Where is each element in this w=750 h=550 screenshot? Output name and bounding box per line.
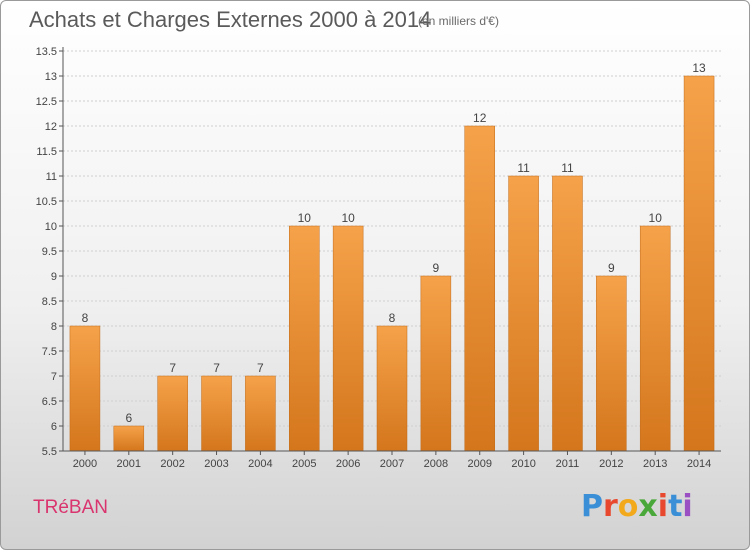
data-label: 11 xyxy=(561,161,574,175)
x-tick-label: 2006 xyxy=(336,458,360,470)
y-tick-label: 7.5 xyxy=(42,346,57,358)
y-tick-label: 12.5 xyxy=(36,96,57,108)
x-tick-label: 2005 xyxy=(292,458,316,470)
x-tick-label: 2003 xyxy=(204,458,228,470)
bars xyxy=(69,75,715,452)
y-tick-label: 11.5 xyxy=(36,146,57,158)
x-tick-label: 2012 xyxy=(599,458,623,470)
x-tick-label: 2001 xyxy=(117,458,141,470)
y-tick-label: 11 xyxy=(46,171,57,183)
y-tick-label: 5.5 xyxy=(42,446,57,458)
bar-2003 xyxy=(201,375,232,452)
data-label: 10 xyxy=(649,211,663,225)
chart-title: Achats et Charges Externes 2000 à 2014 xyxy=(29,7,432,32)
y-tick-label: 10.5 xyxy=(36,196,57,208)
logo-letter: i xyxy=(682,489,693,524)
bar-2011 xyxy=(552,175,583,452)
bar-2013 xyxy=(639,225,671,452)
bar-2001 xyxy=(113,425,145,452)
x-tick-label: 2013 xyxy=(643,458,667,470)
y-tick-label: 8 xyxy=(51,321,57,333)
bar-2002 xyxy=(157,375,188,452)
data-label: 12 xyxy=(473,111,487,125)
y-tick-label: 6.5 xyxy=(42,396,57,408)
y-tick-label: 8.5 xyxy=(42,296,57,308)
bar-2009 xyxy=(464,125,495,452)
data-label: 11 xyxy=(517,161,530,175)
data-label: 13 xyxy=(692,61,706,75)
data-label: 8 xyxy=(82,311,89,325)
x-tick-label: 2000 xyxy=(73,458,97,470)
x-tick-label: 2004 xyxy=(248,458,272,470)
x-tick-label: 2002 xyxy=(160,458,184,470)
logo-letter: t xyxy=(668,489,683,524)
logo-letter: P xyxy=(581,489,603,524)
x-tick-label: 2011 xyxy=(556,458,580,470)
data-label: 8 xyxy=(389,311,396,325)
logo-letter: o xyxy=(617,489,639,524)
data-label: 10 xyxy=(341,211,355,225)
y-tick-label: 9 xyxy=(51,271,57,283)
x-tick-label: 2007 xyxy=(380,458,404,470)
bar-2012 xyxy=(596,275,627,452)
logo-letter: x xyxy=(638,489,658,524)
axes xyxy=(59,47,721,455)
y-tick-label: 6 xyxy=(51,421,57,433)
y-tick-label: 12 xyxy=(45,121,57,133)
bar-2006 xyxy=(332,225,364,452)
logo-letter: r xyxy=(603,489,618,524)
data-label: 10 xyxy=(298,211,312,225)
chart-unit: (en milliers d'€) xyxy=(418,14,499,28)
data-label: 6 xyxy=(125,411,132,425)
y-tick-label: 13.5 xyxy=(36,46,57,58)
data-label: 9 xyxy=(608,261,615,275)
x-tick-label: 2014 xyxy=(687,458,711,470)
logo-letter: i xyxy=(657,489,669,524)
y-tick-label: 10 xyxy=(45,221,57,233)
bar-2000 xyxy=(69,325,101,452)
bar-2005 xyxy=(289,225,320,452)
data-label: 7 xyxy=(213,361,220,375)
bar-2010 xyxy=(508,175,539,452)
x-tick-label: 2009 xyxy=(467,458,491,470)
bar-2008 xyxy=(420,275,452,452)
town-name: TRéBAN xyxy=(33,497,108,518)
labels: 5.5 6 6.5 7 7.5 8 8.5 9 9.5 10 10.5 11 11.5 12 12.5 13 1… xyxy=(36,46,712,470)
proxiti-logo: Proxiti xyxy=(581,489,693,524)
data-label: 7 xyxy=(257,361,264,375)
y-tick-label: 13 xyxy=(45,71,57,83)
x-tick-label: 2010 xyxy=(511,458,535,470)
y-tick-label: 7 xyxy=(51,371,57,383)
bar-2004 xyxy=(245,375,276,452)
data-label: 9 xyxy=(433,261,440,275)
data-label: 7 xyxy=(169,361,176,375)
x-tick-label: 2008 xyxy=(424,458,448,470)
y-tick-label: 9.5 xyxy=(42,246,57,258)
bar-2007 xyxy=(376,325,408,452)
bar-2014 xyxy=(683,75,715,452)
